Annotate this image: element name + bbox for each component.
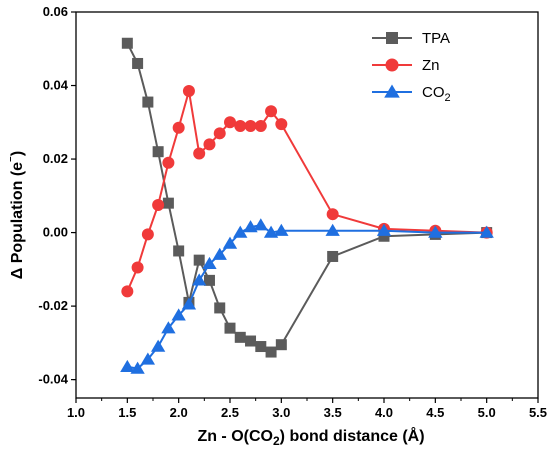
y-tick-label: 0.04 (43, 78, 69, 93)
data-point-zn (152, 199, 165, 211)
data-point-tpa (121, 37, 133, 49)
y-tick-label: 0.00 (43, 225, 68, 240)
data-point-tpa (132, 57, 144, 69)
plot-frame (75, 11, 539, 399)
data-point-zn (234, 119, 247, 132)
data-point-co2 (150, 339, 166, 352)
legend-item-co2: CO2 (372, 84, 451, 104)
legend-marker-zn (385, 58, 399, 72)
data-point-co2 (192, 273, 207, 286)
data-point-co2 (120, 359, 135, 372)
data-point-co2 (181, 297, 197, 310)
plot-border (75, 11, 539, 399)
x-axis-title: Zn - O(CO2) bond distance (Å) (197, 426, 424, 448)
data-point-tpa (234, 331, 246, 343)
data-point-co2 (202, 256, 217, 270)
y-axis-title: Δ Population (e⁻) (7, 151, 26, 279)
data-point-tpa (378, 230, 390, 242)
data-point-tpa (203, 274, 215, 286)
data-point-co2 (274, 223, 289, 236)
y-tick-label: 0.06 (43, 4, 68, 19)
data-point-co2 (161, 321, 176, 334)
legend-label: Zn (422, 57, 440, 74)
data-point-co2 (171, 308, 186, 321)
data-point-tpa (193, 254, 205, 266)
series-layer (120, 37, 494, 374)
x-axis-ticks: 1.0 1.5 2.0 2.5 3.0 3.5 4.0 4.5 5.0 5.5 (67, 398, 547, 420)
data-point-tpa (162, 197, 174, 209)
series-line-tpa (126, 42, 487, 354)
data-point-co2 (130, 361, 145, 374)
data-point-tpa (327, 250, 339, 262)
series-co2 (120, 218, 494, 374)
y-tick-label: -0.02 (38, 298, 68, 313)
legend: TPA Zn CO2 (372, 30, 451, 104)
data-point-tpa (214, 302, 226, 314)
legend-item-tpa: TPA (372, 30, 450, 47)
data-point-co2 (212, 247, 227, 260)
data-point-zn (213, 127, 226, 140)
data-point-tpa (142, 96, 154, 108)
data-point-zn (162, 156, 175, 169)
data-point-co2 (479, 225, 494, 238)
data-point-co2 (253, 218, 268, 231)
x-tick-label: 4.5 (426, 405, 444, 420)
data-point-zn (244, 119, 257, 132)
data-point-tpa (265, 346, 277, 358)
x-tick-label: 5.0 (478, 405, 496, 420)
series-line-zn (126, 90, 487, 292)
data-point-co2 (233, 225, 248, 238)
data-point-co2 (428, 225, 443, 238)
legend-marker-tpa (386, 32, 398, 44)
data-point-tpa (224, 322, 236, 334)
data-point-tpa (245, 335, 257, 347)
legend-item-zn: Zn (372, 57, 440, 74)
data-point-zn (193, 147, 206, 160)
data-point-co2 (376, 223, 392, 236)
x-tick-label: 1.5 (118, 405, 136, 420)
data-point-zn (121, 285, 134, 298)
data-point-zn (275, 118, 288, 131)
data-point-tpa (152, 146, 164, 158)
y-tick-label: 0.02 (43, 151, 68, 166)
y-axis-ticks: -0.04 -0.02 0.00 0.02 0.04 0.06 (38, 4, 76, 387)
x-tick-label: 3.0 (272, 405, 290, 420)
series-zn (121, 85, 493, 298)
x-tick-label: 2.5 (221, 405, 239, 420)
x-tick-label: 3.5 (324, 405, 342, 420)
data-point-zn (326, 208, 339, 221)
y-tick-label: -0.04 (38, 372, 68, 387)
legend-marker-co2 (384, 84, 400, 98)
x-tick-label: 4.0 (375, 405, 393, 420)
data-point-zn (265, 105, 278, 118)
data-point-zn (172, 121, 185, 134)
data-point-tpa (173, 245, 185, 257)
data-point-zn (203, 138, 216, 151)
data-point-zn (254, 119, 267, 132)
data-point-co2 (263, 225, 279, 238)
data-point-zn (141, 228, 154, 241)
data-point-co2 (222, 236, 238, 249)
data-point-tpa (255, 341, 267, 353)
x-tick-label: 1.0 (67, 405, 85, 420)
x-tick-label: 2.0 (170, 405, 188, 420)
data-point-zn (224, 116, 236, 129)
data-point-tpa (275, 339, 287, 351)
legend-label: CO2 (422, 84, 451, 104)
data-point-zn (131, 261, 144, 274)
legend-label: TPA (422, 30, 450, 47)
data-point-co2 (140, 352, 156, 365)
data-point-co2 (243, 220, 258, 233)
data-point-co2 (325, 223, 340, 236)
x-tick-label: 5.5 (529, 405, 547, 420)
data-point-zn (182, 85, 195, 98)
